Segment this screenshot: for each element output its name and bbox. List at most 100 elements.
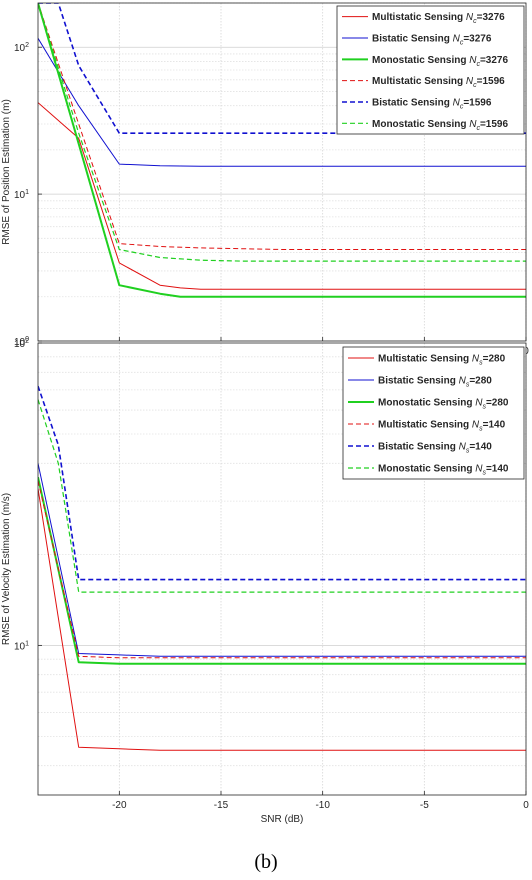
legend-label-3: Monostatic Sensing Ns=280 (378, 398, 509, 411)
legend-subscript: c (473, 18, 477, 25)
legend-label-1: Multistatic Sensing Ns=280 (378, 354, 506, 367)
legend-subscript: c (473, 82, 477, 89)
legend-text: Multistatic Sensing (372, 76, 466, 87)
x-tick-label: -5 (420, 800, 429, 811)
y-tick-exponent: 2 (25, 338, 29, 345)
legend-value: =3276 (477, 12, 506, 23)
series-line-1 (38, 102, 526, 290)
legend-symbol: N (459, 442, 467, 453)
legend-label-5: Bistatic Sensing Nc=1596 (372, 98, 492, 111)
legend-text: Bistatic Sensing (372, 34, 453, 45)
legend-value: =3276 (480, 55, 509, 66)
legend-symbol: N (453, 34, 461, 45)
legend-label-4: Multistatic Sensing Ns=140 (378, 420, 506, 433)
legend-subscript: c (476, 61, 480, 68)
legend-subscript: s (482, 470, 486, 477)
series-group (38, 385, 526, 751)
series-line-4 (38, 480, 526, 659)
legend-symbol: N (453, 98, 461, 109)
legend-symbol: N (466, 12, 474, 23)
legend-subscript: c (476, 125, 480, 132)
legend-symbol: N (469, 55, 477, 66)
legend-text: Monostatic Sensing (378, 464, 475, 475)
legend-text: Multistatic Sensing (378, 420, 472, 431)
legend-text: Multistatic Sensing (378, 354, 472, 365)
legend-box (336, 5, 525, 135)
series-line-2 (38, 463, 526, 657)
legend-text: Monostatic Sensing (372, 119, 469, 130)
series-line-3 (38, 476, 526, 665)
legend-symbol: N (472, 420, 480, 431)
legend-subscript: s (466, 448, 470, 455)
legend-text: Monostatic Sensing (378, 398, 475, 409)
x-axis-label: SNR (dB) (261, 814, 304, 825)
y-tick-exponent: 0 (25, 336, 29, 343)
legend-value: =1596 (463, 98, 492, 109)
legend-value: =1596 (477, 76, 506, 87)
legend-text: Bistatic Sensing (372, 98, 453, 109)
legend-label-4: Multistatic Sensing Nc=1596 (372, 76, 505, 89)
legend-symbol: N (466, 76, 474, 87)
legend-symbol: N (469, 119, 477, 130)
legend-label-6: Monostatic Sensing Nc=1596 (372, 119, 508, 132)
series-line-2 (38, 38, 526, 167)
legend-value: =280 (483, 354, 506, 365)
legend-label-5: Bistatic Sensing Ns=140 (378, 442, 492, 455)
legend-label-3: Monostatic Sensing Nc=3276 (372, 55, 508, 68)
series-line-1 (38, 488, 526, 751)
legend-symbol: N (475, 464, 483, 475)
y-tick-label: 101 (14, 189, 29, 201)
legend-text: Monostatic Sensing (372, 55, 469, 66)
legend-value: =280 (486, 398, 509, 409)
legend-label-6: Monostatic Sensing Ns=140 (378, 464, 509, 477)
x-tick-label: -10 (315, 800, 330, 811)
legend-text: Multistatic Sensing (372, 12, 466, 23)
x-tick-label: -20 (112, 800, 127, 811)
legend-value: =140 (486, 464, 509, 475)
legend-value: =3276 (463, 34, 492, 45)
figure-caption-2: (b) (254, 851, 277, 873)
y-tick-exponent: 1 (25, 640, 29, 647)
y-tick-exponent: 1 (25, 189, 29, 196)
y-tick-label: 102 (14, 338, 29, 350)
series-line-4 (38, 3, 526, 250)
legend-subscript: s (466, 382, 470, 389)
x-tick-label: -15 (214, 800, 229, 811)
y-tick-exponent: 2 (25, 42, 29, 49)
y-axis-label: RMSE of Position Estimation (m) (1, 99, 12, 245)
x-tick-label: 0 (523, 800, 529, 811)
legend-symbol: N (472, 354, 480, 365)
series-line-6 (38, 3, 526, 262)
legend-symbol: N (475, 398, 483, 409)
axes-box (37, 2, 527, 342)
legend-label-2: Bistatic Sensing Ns=280 (378, 376, 492, 389)
legend-subscript: c (460, 40, 464, 47)
y-axis-label: RMSE of Velocity Estimation (m/s) (1, 493, 12, 645)
legend-value: =140 (469, 442, 492, 453)
legend-subscript: c (460, 104, 464, 111)
legend-box (342, 346, 525, 480)
legend-label-2: Bistatic Sensing Nc=3276 (372, 34, 492, 47)
series-line-6 (38, 399, 526, 593)
legend-subscript: s (479, 426, 483, 433)
legend-value: =1596 (480, 119, 509, 130)
chart-panel-1: -20-15-10-50100101102SNR (dB)RMSE of Pos… (1, 2, 529, 371)
grid (38, 2, 527, 342)
legend-label-1: Multistatic Sensing Nc=3276 (372, 12, 505, 25)
y-tick-label: 101 (14, 640, 29, 652)
y-tick-label: 102 (14, 42, 29, 54)
grid (38, 343, 527, 795)
series-line-3 (38, 3, 526, 298)
legend-value: =140 (483, 420, 506, 431)
axes-box (37, 342, 527, 796)
legend-subscript: s (479, 360, 483, 367)
legend-symbol: N (459, 376, 467, 387)
legend-text: Bistatic Sensing (378, 442, 459, 453)
legend-subscript: s (482, 404, 486, 411)
legend-text: Bistatic Sensing (378, 376, 459, 387)
legend-value: =280 (469, 376, 492, 387)
